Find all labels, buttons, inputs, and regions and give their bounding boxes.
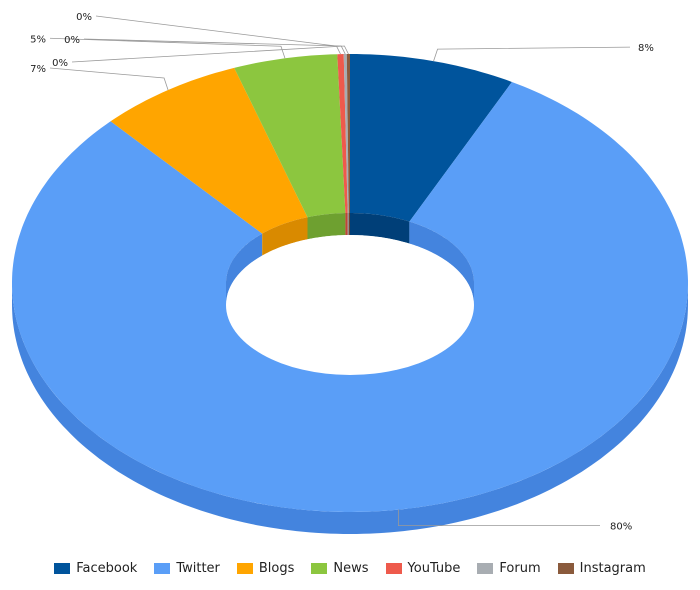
legend-swatch-blogs — [236, 562, 253, 574]
slice-inner-news — [307, 213, 346, 240]
legend: Facebook Twitter Blogs News YouTube Forum Inst… — [0, 557, 700, 579]
slice-inner-blogs — [262, 217, 308, 256]
legend-item-instagram[interactable]: Instagram — [557, 560, 646, 576]
leader-line-twitter — [397, 509, 600, 527]
data-label-forum: 0% — [64, 35, 80, 46]
legend-label: News — [333, 560, 369, 576]
slice-inner-instagram — [348, 213, 350, 235]
data-label-twitter: 80% — [610, 522, 632, 533]
legend-item-facebook[interactable]: Facebook — [54, 561, 137, 576]
legend-swatch-youtube — [385, 562, 402, 574]
legend-item-blogs[interactable]: Blogs — [236, 560, 295, 576]
leader-line-news — [49, 37, 286, 59]
slice-blogs — [110, 67, 308, 234]
legend-label: YouTube — [407, 560, 461, 576]
slice-news — [234, 54, 346, 218]
legend-swatch-facebook — [54, 562, 71, 574]
legend-item-news[interactable]: News — [311, 560, 369, 576]
leader-line-facebook — [433, 46, 631, 62]
data-label-facebook: 8% — [638, 43, 654, 54]
slice-twitter — [12, 82, 688, 512]
legend-label: Facebook — [76, 560, 138, 576]
legend-item-twitter[interactable]: Twitter — [154, 561, 220, 576]
legend-label: Blogs — [258, 560, 295, 576]
leader-line-instagram — [71, 45, 349, 63]
legend-swatch-twitter — [154, 562, 171, 574]
leader-line-forum — [83, 38, 346, 55]
data-label-youtube: 0% — [76, 12, 92, 23]
legend-label: Instagram — [579, 560, 646, 576]
slice-inner-youtube — [345, 213, 348, 235]
legend-swatch-news — [311, 562, 328, 574]
data-label-news: 5% — [30, 34, 46, 45]
slice-inner-forum — [347, 213, 349, 235]
legend-swatch-forum — [477, 562, 494, 574]
leader-line-blogs — [49, 67, 169, 91]
data-label-instagram: 0% — [52, 58, 68, 69]
slice-inner-twitter — [409, 221, 474, 305]
donut-hole — [226, 235, 474, 375]
slice-forum — [343, 54, 349, 213]
slice-facebook — [350, 54, 512, 222]
legend-label: Forum — [499, 560, 541, 576]
legend-swatch-instagram — [557, 562, 574, 574]
slice-inner-facebook — [350, 213, 410, 244]
legend-label: Twitter — [176, 560, 220, 576]
legend-item-youtube[interactable]: YouTube — [385, 560, 461, 576]
legend-item-forum[interactable]: Forum — [477, 560, 541, 576]
slice-instagram — [346, 54, 350, 213]
slice-youtube — [337, 54, 348, 213]
slice-inner-twitter — [226, 233, 263, 305]
data-label-blogs: 7% — [30, 64, 46, 75]
